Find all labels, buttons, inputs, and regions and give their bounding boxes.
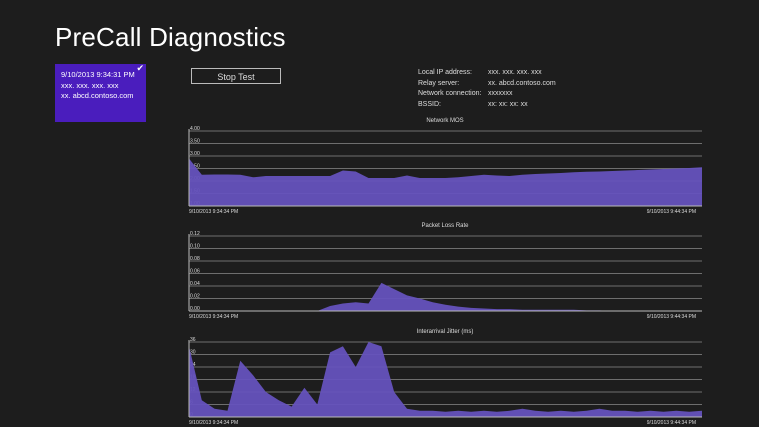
y-tick-label: 0.04 — [190, 281, 200, 287]
y-tick-label: 0.00 — [190, 306, 200, 312]
x-end-label: 9/10/2013 9:44:34 PM — [647, 314, 696, 320]
network-mos-chart: Network MOS4.003.503.002.502.001.501.009… — [188, 118, 702, 215]
y-tick-label: 0.08 — [190, 256, 200, 262]
x-end-label: 9/10/2013 9:44:34 PM — [647, 209, 696, 215]
jitter-chart: Interarrival Jitter (ms)3630241812609/10… — [188, 329, 702, 426]
page-title: PreCall Diagnostics — [55, 22, 286, 52]
info-value: xx. abcd.contoso.com — [488, 79, 556, 87]
info-value: xx: xx: xx: xx — [488, 100, 528, 108]
session-timestamp: 9/10/2013 9:34:31 PM — [61, 70, 135, 79]
chart-title: Packet Loss Rate — [421, 223, 469, 229]
session-server: xx. abcd.contoso.com — [61, 91, 134, 100]
checkmark-icon: ✔ — [136, 63, 144, 73]
y-tick-label: 4.00 — [190, 126, 200, 132]
session-tile[interactable]: ✔ 9/10/2013 9:34:31 PM xxx. xxx. xxx. xx… — [55, 63, 146, 122]
x-end-label: 9/10/2013 9:44:34 PM — [647, 420, 696, 426]
y-tick-label: 0.10 — [190, 244, 200, 250]
y-tick-label: 0.06 — [190, 269, 200, 275]
area-series — [189, 282, 702, 311]
chart-title: Network MOS — [426, 118, 463, 124]
x-start-label: 9/10/2013 9:34:34 PM — [189, 314, 238, 320]
y-tick-label: 0.02 — [190, 294, 200, 300]
chart-title: Interarrival Jitter (ms) — [417, 329, 474, 335]
packet-loss-chart: Packet Loss Rate 0.12 0.10 0.08 0.06 0.04 0.02… — [188, 223, 702, 320]
info-label: BSSID: — [418, 100, 441, 108]
y-tick-label: 3.00 — [190, 151, 200, 157]
info-label: Network connection: — [418, 90, 482, 97]
x-start-label: 9/10/2013 9:34:34 PM — [189, 420, 238, 426]
y-tick-label: 3.50 — [190, 139, 200, 145]
y-tick-label: 36 — [190, 337, 196, 343]
connection-info: Local IP address: xxx. xxx. xxx. xxx Rela… — [418, 69, 556, 111]
area-series — [189, 342, 702, 417]
info-value: xxx. xxx. xxx. xxx — [488, 69, 542, 76]
info-value: xxxxxxx — [488, 90, 513, 97]
info-label: Local IP address: — [418, 69, 472, 76]
stop-test-button[interactable]: Stop Test — [191, 68, 281, 84]
y-tick-label: 30 — [190, 350, 196, 356]
x-start-label: 9/10/2013 9:34:34 PM — [189, 209, 238, 215]
info-label: Relay server: — [418, 79, 460, 87]
y-tick-label: 0.12 — [190, 231, 200, 237]
session-ip: xxx. xxx. xxx. xxx — [61, 80, 119, 90]
area-series — [189, 158, 702, 206]
